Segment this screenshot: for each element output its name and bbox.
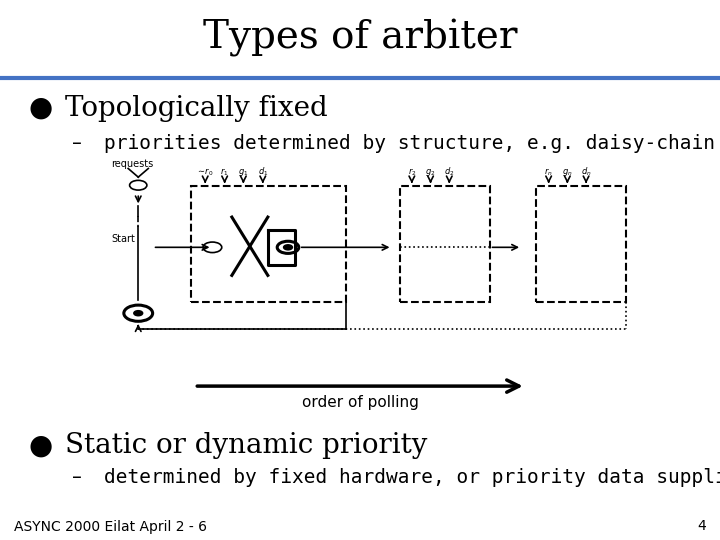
Text: $g_2$: $g_2$ — [426, 167, 436, 178]
Text: $\sim\!r_0$: $\sim\!r_0$ — [197, 167, 214, 178]
Text: Start: Start — [112, 234, 135, 244]
Text: $d_n$: $d_n$ — [581, 166, 591, 178]
Text: requests: requests — [112, 159, 154, 168]
Text: Static or dynamic priority: Static or dynamic priority — [65, 432, 427, 459]
Bar — [536, 186, 626, 302]
Text: $g_1$: $g_1$ — [238, 167, 248, 178]
Text: ASYNC 2000 Eilat April 2 - 6: ASYNC 2000 Eilat April 2 - 6 — [14, 519, 207, 534]
Text: order of polling: order of polling — [302, 395, 418, 410]
Text: priorities determined by structure, e.g. daisy-chain: priorities determined by structure, e.g.… — [104, 133, 716, 153]
Text: $d_2$: $d_2$ — [444, 166, 454, 178]
Text: $r_1$: $r_1$ — [220, 167, 229, 178]
Bar — [191, 186, 346, 302]
Text: 4: 4 — [697, 519, 706, 534]
Text: $d_1$: $d_1$ — [258, 166, 268, 178]
Text: –: – — [72, 468, 82, 488]
Text: ●: ● — [29, 431, 53, 460]
Text: determined by fixed hardware, or priority data supplied: determined by fixed hardware, or priorit… — [104, 468, 720, 488]
Bar — [400, 186, 490, 302]
Ellipse shape — [284, 245, 292, 249]
Ellipse shape — [134, 311, 143, 315]
Text: Topologically fixed: Topologically fixed — [65, 94, 328, 122]
Text: $r_n$: $r_n$ — [544, 167, 553, 178]
Text: Types of arbiter: Types of arbiter — [203, 19, 517, 57]
Text: $r_2$: $r_2$ — [408, 167, 416, 178]
Text: $g_n$: $g_n$ — [562, 167, 572, 178]
Text: –: – — [72, 133, 82, 153]
Text: ●: ● — [29, 94, 53, 122]
